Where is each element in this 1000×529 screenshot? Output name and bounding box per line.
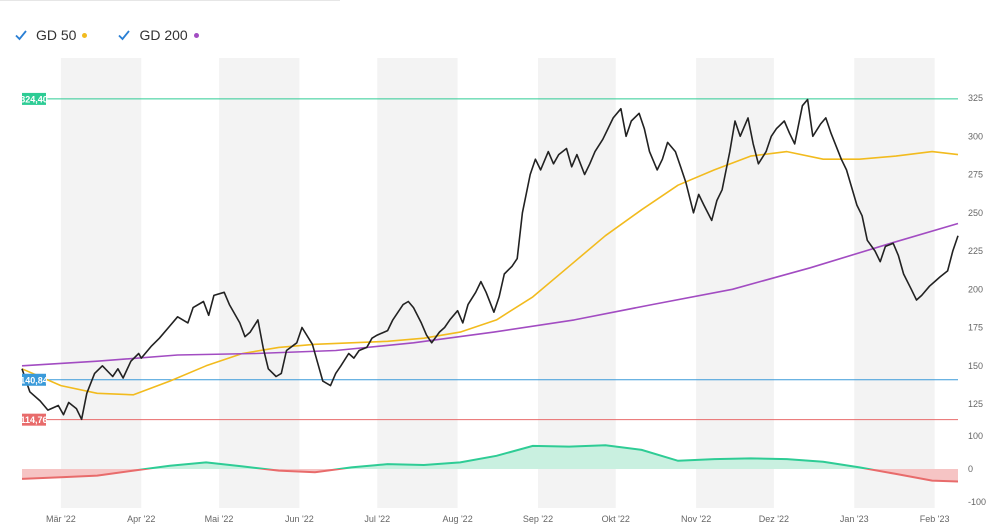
y-tick-label: 150 <box>968 361 983 371</box>
y-axis: 325 300 275 250 225 200 175 150 125 100 0 -100 <box>968 93 986 507</box>
checkmark-icon <box>15 30 27 41</box>
gd50-line <box>21 150 959 396</box>
x-axis: Mär '22 Apr '22 Mai '22 Jun '22 Jul '22 Aug '… <box>46 514 950 524</box>
level-tag: 114,76 <box>20 413 48 426</box>
x-tick-label: Apr '22 <box>127 514 155 524</box>
legend-label-gd50: GD 50 <box>36 27 77 43</box>
price-series <box>21 98 959 421</box>
x-tick-label: Jan '23 <box>840 514 869 524</box>
x-tick-label: Mai '22 <box>205 514 234 524</box>
x-tick-label: Jul '22 <box>364 514 390 524</box>
x-tick-label: Aug '22 <box>442 514 472 524</box>
month-band <box>854 58 935 508</box>
month-band <box>60 58 142 508</box>
x-tick-label: Feb '23 <box>920 514 950 524</box>
y-tick-label: 225 <box>968 246 983 256</box>
x-tick-label: Nov '22 <box>681 514 711 524</box>
month-bands <box>60 58 935 508</box>
month-band <box>696 58 774 508</box>
level-tag-bg <box>22 92 46 105</box>
osc-negative-fill <box>22 469 958 482</box>
y-tick-label: 175 <box>968 323 983 333</box>
level-tag-bg <box>22 413 46 426</box>
level-tag: 140,84 <box>20 373 48 386</box>
x-tick-label: Sep '22 <box>523 514 553 524</box>
level-tag-label: 114,76 <box>20 415 47 425</box>
osc-positive-fill <box>22 445 958 469</box>
level-tag-label: 140,84 <box>20 375 48 385</box>
y-tick-label: 250 <box>968 208 983 218</box>
osc-positive-line <box>137 444 875 469</box>
level-lines <box>22 98 958 421</box>
legend-label-gd200: GD 200 <box>139 27 188 43</box>
x-tick-label: Jun '22 <box>285 514 314 524</box>
x-tick-label: Okt '22 <box>602 514 630 524</box>
x-tick-label: Dez '22 <box>759 514 789 524</box>
level-tag: 324,40 <box>20 92 48 105</box>
osc-y-tick-label: 100 <box>968 431 983 441</box>
legend-item-gd200[interactable]: GD 200 <box>117 27 199 43</box>
y-tick-label: 275 <box>968 170 983 180</box>
indicator-legend: GD 50 GD 200 <box>14 24 199 46</box>
oscillator-area <box>22 444 958 483</box>
x-tick-label: Mär '22 <box>46 514 76 524</box>
month-band <box>219 58 300 508</box>
level-tags: 324,40 140,84 114,76 <box>20 92 48 426</box>
legend-item-gd50[interactable]: GD 50 <box>14 27 88 43</box>
osc-y-tick-label: -100 <box>968 497 986 507</box>
level-tag-bg <box>22 373 46 386</box>
gd50-color-dot-icon <box>82 32 88 38</box>
top-divider <box>0 0 340 1</box>
month-band <box>377 58 458 508</box>
y-tick-label: 200 <box>968 284 983 294</box>
month-band <box>537 58 616 508</box>
price-line <box>21 98 959 421</box>
y-tick-label: 325 <box>968 93 983 103</box>
gd200-line <box>21 222 959 367</box>
level-tag-label: 324,40 <box>20 94 48 104</box>
gd200-color-dot-icon <box>193 32 199 38</box>
osc-y-tick-label: 0 <box>968 464 973 474</box>
y-tick-label: 125 <box>968 399 983 409</box>
y-tick-label: 300 <box>968 131 983 141</box>
checkmark-icon <box>118 30 131 41</box>
